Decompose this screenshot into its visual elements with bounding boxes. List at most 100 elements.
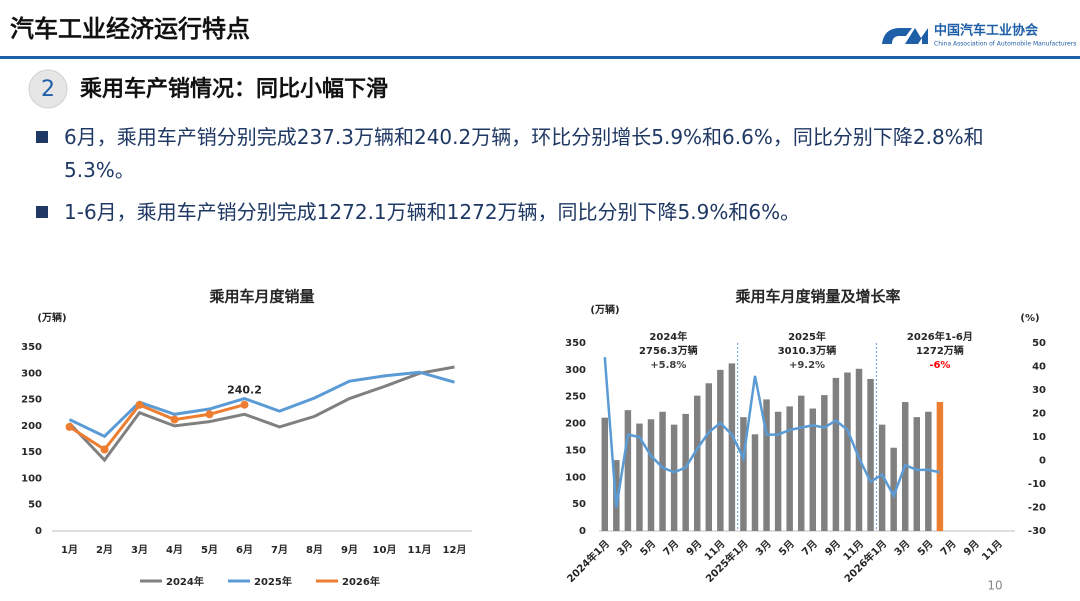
bar <box>774 411 782 531</box>
bar <box>936 401 944 531</box>
chart-title: 乘用车月度销量及增长率 <box>734 288 900 306</box>
y2-axis-label: (%) <box>1020 313 1039 324</box>
header-rule <box>0 56 1080 59</box>
x-tick-label: 2月 <box>96 544 113 556</box>
annotation-growth: -6% <box>929 360 950 371</box>
x-tick-label: 7月 <box>661 538 681 558</box>
annotation-year: 2025年 <box>788 330 826 343</box>
bar <box>821 395 828 531</box>
bar <box>786 406 793 531</box>
point <box>205 410 214 419</box>
x-tick-label: 3月 <box>615 538 635 558</box>
legend-label: 2025年 <box>254 575 292 588</box>
x-tick-label: 5月 <box>776 538 796 558</box>
y-axis-label: (万辆) <box>590 303 619 316</box>
section-badge <box>28 69 68 109</box>
y-tick-label: 200 <box>21 421 42 432</box>
y-tick-label: 300 <box>565 365 586 376</box>
bar <box>797 395 805 531</box>
bullet-icon <box>36 206 48 218</box>
bar <box>844 372 851 531</box>
y2-tick-label: 20 <box>1032 409 1046 420</box>
x-tick-label: 2024年1月 <box>564 537 612 585</box>
x-tick-label: 9月 <box>684 538 704 558</box>
logo-mark <box>882 28 928 44</box>
legend-label: 2024年 <box>166 575 204 588</box>
y2-tick-label: 0 <box>1039 456 1046 467</box>
x-tick-label: 7月 <box>938 538 958 558</box>
y2-tick-label: -20 <box>1028 503 1046 514</box>
y-tick-label: 200 <box>565 419 586 430</box>
x-tick-label: 1月 <box>61 544 78 556</box>
y2-tick-label: 40 <box>1032 362 1046 373</box>
legend-label: 2026年 <box>342 575 380 588</box>
bullet: 6月，乘用车产销分别完成237.3万辆和240.2万辆，环比分别增长5.9%和6… <box>64 125 984 182</box>
point <box>135 400 144 409</box>
growth-line <box>603 357 941 508</box>
bar <box>682 413 689 531</box>
logo-cn: 中国汽车工业协会 <box>934 23 1039 39</box>
bar <box>624 410 632 531</box>
point <box>100 445 109 454</box>
y-tick-label: 250 <box>565 392 586 403</box>
section-title: 乘用车产销情况：同比小幅下滑 <box>79 76 388 102</box>
bar <box>670 424 678 531</box>
x-tick-label: 9月 <box>823 538 843 558</box>
bar <box>867 378 874 531</box>
bullet: 1-6月，乘用车产销分别完成1272.1万辆和1272万辆，同比分别下降5.9%… <box>64 200 801 224</box>
x-tick-label: 5月 <box>201 544 218 556</box>
y-tick-label: 100 <box>565 472 586 483</box>
bar <box>751 434 759 531</box>
series-line <box>68 403 245 452</box>
bar <box>913 417 921 531</box>
y-tick-label: 150 <box>21 447 42 458</box>
y2-tick-label: -30 <box>1028 526 1046 537</box>
y-tick-label: 100 <box>21 473 42 484</box>
data-label: 240.2 <box>227 384 262 397</box>
annotation-year: 2026年1-6月 <box>907 330 973 343</box>
x-tick-label: 7月 <box>271 544 288 556</box>
bar <box>740 417 747 531</box>
y-tick-label: 0 <box>579 526 586 537</box>
x-tick-label: 9月 <box>961 538 981 558</box>
section-number: 2 <box>41 77 55 102</box>
y2-tick-label: -10 <box>1028 479 1046 490</box>
bar <box>855 368 863 531</box>
y-tick-label: 300 <box>21 368 42 379</box>
point <box>240 400 249 409</box>
x-tick-label: 3月 <box>753 538 773 558</box>
bar <box>717 369 724 531</box>
x-tick-label: 5月 <box>915 538 935 558</box>
x-tick-label: 3月 <box>131 544 148 556</box>
x-tick-label: 4月 <box>166 544 183 556</box>
x-tick-label: 3月 <box>892 538 912 558</box>
annotation-total: 3010.3万辆 <box>778 344 837 357</box>
x-tick-label: 10月 <box>373 544 397 556</box>
x-tick-label: 6月 <box>236 544 253 556</box>
x-tick-label: 12月 <box>443 544 467 556</box>
y-tick-label: 350 <box>21 342 42 353</box>
x-tick-label: 11月 <box>980 538 1005 563</box>
bar <box>832 377 840 531</box>
annotation-year: 2024年 <box>649 330 687 343</box>
bar <box>647 419 655 531</box>
bullet-icon <box>36 131 48 143</box>
y2-tick-label: 30 <box>1032 385 1046 396</box>
bar <box>809 408 817 531</box>
bar <box>925 411 932 531</box>
bar <box>878 424 886 531</box>
point <box>65 422 74 431</box>
bar <box>728 363 736 531</box>
annotation-total: 2756.3万辆 <box>639 344 698 357</box>
x-tick-label: 9月 <box>341 544 358 556</box>
series-line <box>68 365 455 463</box>
x-tick-label: 11月 <box>408 544 432 556</box>
page-number: 10 <box>987 579 1002 593</box>
annotation-total: 1272万辆 <box>916 344 964 357</box>
y-tick-label: 350 <box>565 338 586 349</box>
bar <box>763 399 770 531</box>
series-line <box>68 370 455 439</box>
bar <box>659 411 666 531</box>
x-tick-label: 5月 <box>638 538 658 558</box>
